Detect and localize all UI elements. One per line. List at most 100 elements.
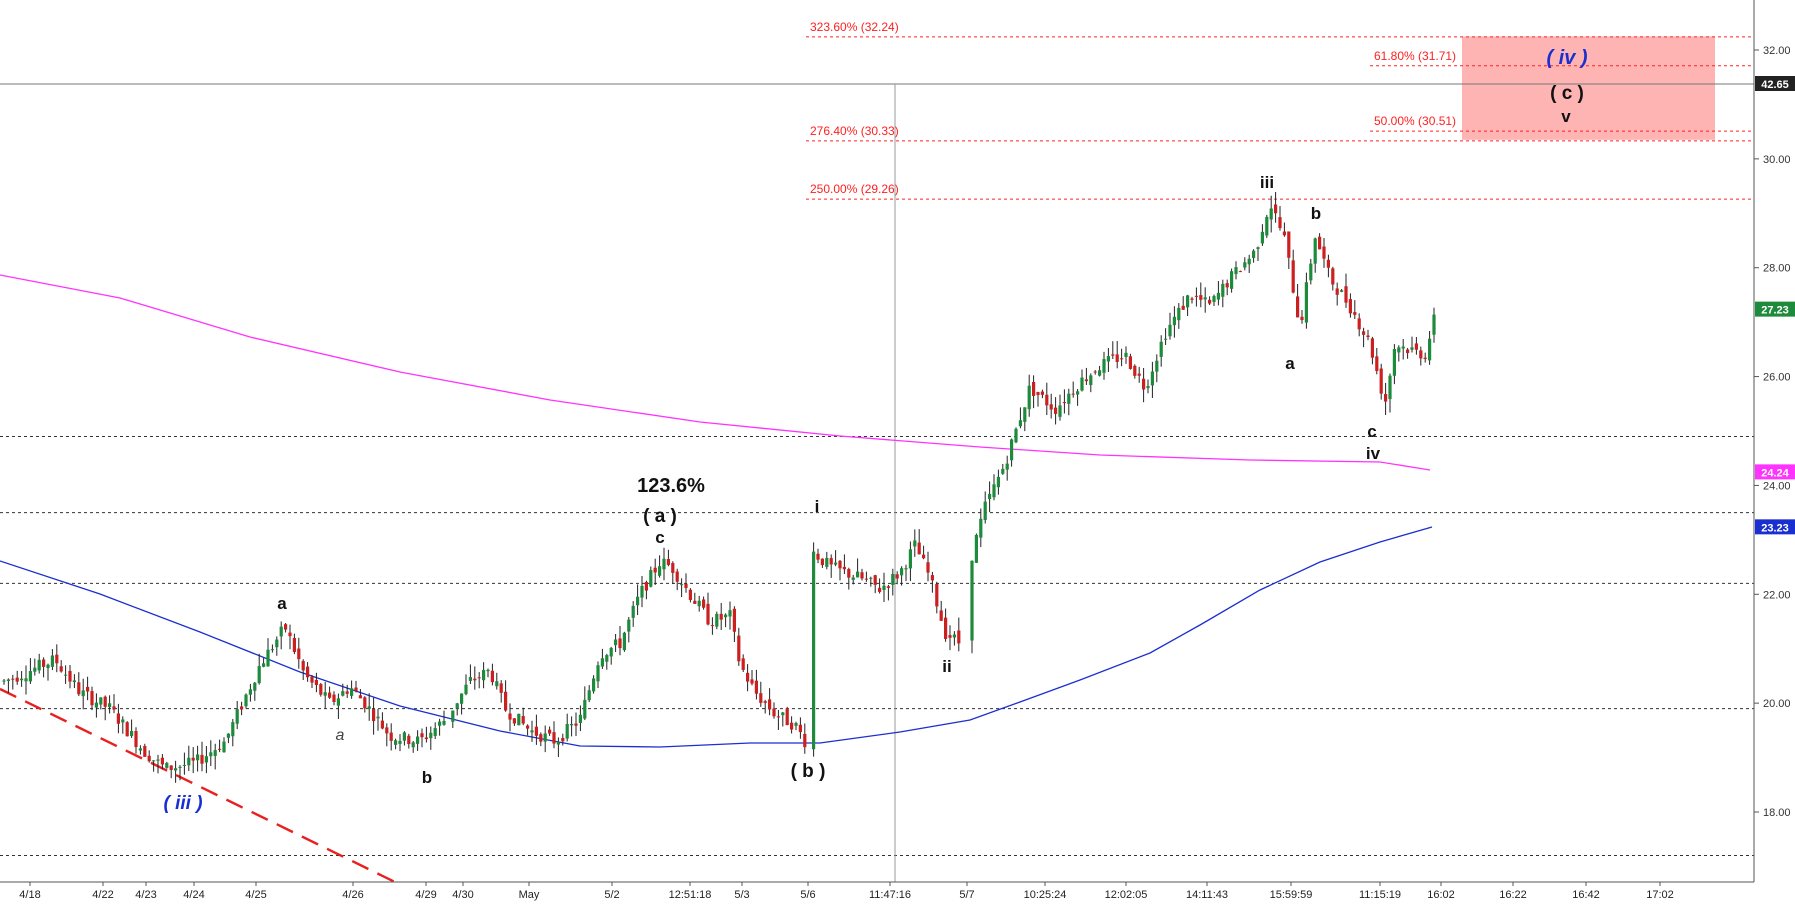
candle-up — [108, 703, 112, 708]
candle-up — [979, 518, 983, 538]
candle-down — [15, 677, 19, 682]
candle-down — [1300, 316, 1304, 321]
time-axis: 4/18 4/22 4/23 4/24 4/25 4/26 4/29 4/30 May 5/2 12… — [0, 881, 1754, 901]
candle-up — [900, 568, 904, 576]
candle-down — [143, 745, 147, 757]
candle-down — [1062, 402, 1066, 404]
price-tick-label-7: 32.00 — [1763, 45, 1791, 57]
candle-down — [499, 683, 503, 693]
candle-down — [688, 589, 692, 600]
candle-down — [552, 732, 556, 744]
candle-down — [534, 726, 538, 736]
candle-down — [1419, 350, 1423, 359]
candle-up — [1168, 324, 1172, 337]
candle-up — [869, 577, 873, 579]
candle-up — [1172, 316, 1176, 326]
candle-down — [1036, 392, 1040, 395]
candle-up — [275, 639, 279, 648]
candle-up — [592, 678, 596, 692]
candle-up — [1392, 349, 1396, 376]
candle-up — [64, 674, 68, 676]
price-tag-label-2: 24.24 — [1761, 467, 1789, 479]
candle-down — [948, 635, 952, 638]
candle-down — [693, 600, 697, 604]
candle-up — [460, 693, 464, 704]
price-tag-1 — [1755, 301, 1795, 317]
candle-down — [112, 706, 116, 710]
candle-up — [266, 649, 270, 667]
candle-up — [196, 754, 200, 761]
candle-down — [1274, 204, 1278, 214]
candle-down — [746, 672, 750, 682]
candle-down — [200, 754, 204, 764]
candle-up — [1014, 428, 1018, 443]
candle-up — [231, 722, 235, 737]
candle-up — [1080, 377, 1084, 391]
candle-up — [1252, 250, 1256, 258]
time-tick-label-9: 5/2 — [604, 889, 619, 901]
price-tag-label-3: 23.23 — [1761, 522, 1789, 534]
time-tick-label-17: 14:11:43 — [1186, 889, 1228, 901]
candle-down — [873, 575, 877, 585]
time-tick-label-10: 12:51:18 — [669, 889, 712, 901]
candle-up — [825, 557, 829, 567]
wave-label-v: v — [1561, 107, 1571, 126]
candle-up — [517, 713, 521, 726]
candle-down — [798, 724, 802, 733]
candle-down — [345, 691, 349, 694]
wave-label-c: c — [655, 528, 664, 547]
time-tick-label-3: 4/24 — [183, 889, 204, 901]
candle-up — [1304, 282, 1308, 323]
price-tick-label-1: 20.00 — [1763, 698, 1791, 710]
candle-up — [904, 568, 908, 570]
price-tag-3 — [1755, 519, 1795, 535]
candle-up — [662, 558, 666, 570]
candle-up — [1067, 393, 1071, 404]
candle-up — [715, 613, 719, 627]
candle-down — [319, 684, 323, 695]
candle-up — [565, 724, 569, 739]
time-tick-label-12: 5/6 — [800, 889, 815, 901]
candle-up — [438, 721, 442, 726]
candle-up — [398, 740, 402, 744]
candles — [2, 192, 1436, 783]
time-tick-label-23: 17:02 — [1646, 889, 1674, 901]
candle-up — [81, 690, 85, 697]
candle-up — [724, 614, 728, 618]
candle-up — [486, 669, 490, 672]
candle-down — [297, 648, 301, 660]
candle-down — [1093, 371, 1097, 373]
candle-down — [68, 670, 72, 682]
time-tick-label-8: May — [519, 889, 540, 901]
candle-down — [1084, 379, 1088, 382]
candle-down — [895, 574, 899, 579]
candle-down — [1322, 246, 1326, 259]
candle-down — [829, 558, 833, 565]
candle-up — [222, 741, 226, 753]
wave-label-i: i — [815, 497, 820, 516]
candle-down — [354, 687, 358, 692]
candle-down — [917, 542, 921, 555]
candle-down — [750, 679, 754, 684]
candle-up — [697, 600, 701, 607]
candle-down — [380, 720, 384, 729]
candle-down — [1414, 343, 1418, 350]
candle-down — [1357, 318, 1361, 330]
candle-down — [358, 695, 362, 699]
candle-down — [706, 603, 710, 625]
candle-up — [213, 750, 217, 756]
candle-up — [468, 677, 472, 681]
candle-up — [376, 716, 380, 719]
candle-down — [1318, 236, 1322, 250]
candle-up — [530, 730, 534, 733]
candle-down — [878, 587, 882, 592]
candle-up — [253, 682, 257, 691]
candle-up — [6, 679, 10, 682]
candle-down — [702, 599, 706, 608]
time-tick-label-15: 10:25:24 — [1024, 889, 1067, 901]
candle-down — [191, 757, 195, 761]
candle-down — [59, 666, 63, 672]
